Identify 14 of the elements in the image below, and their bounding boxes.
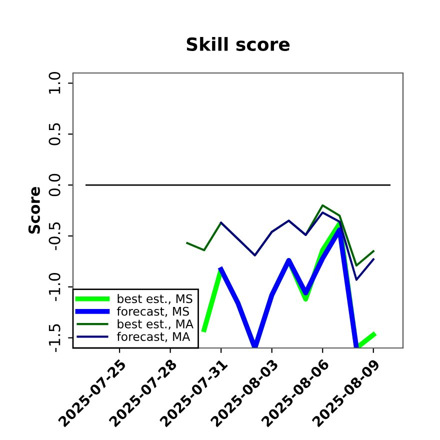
line-series (220, 211, 374, 281)
y-tick-label: -0.5 (48, 222, 60, 250)
y-tick-label: 1.0 (48, 72, 60, 94)
legend-label: best est., MA (118, 319, 194, 330)
line-series (218, 227, 359, 348)
y-tick-label: -1.0 (48, 273, 60, 302)
legend-label: best est., MS (118, 294, 192, 304)
y-tick-label: -1.5 (48, 324, 60, 352)
chart-title: Skill score (186, 37, 290, 52)
legend-label: forecast, MS (116, 306, 189, 317)
y-tick-label: 0.0 (48, 174, 60, 196)
y-tick-label: 0.5 (48, 123, 60, 146)
y-axis-title: Score (28, 187, 40, 234)
legend-label: forecast, MA (116, 332, 190, 342)
